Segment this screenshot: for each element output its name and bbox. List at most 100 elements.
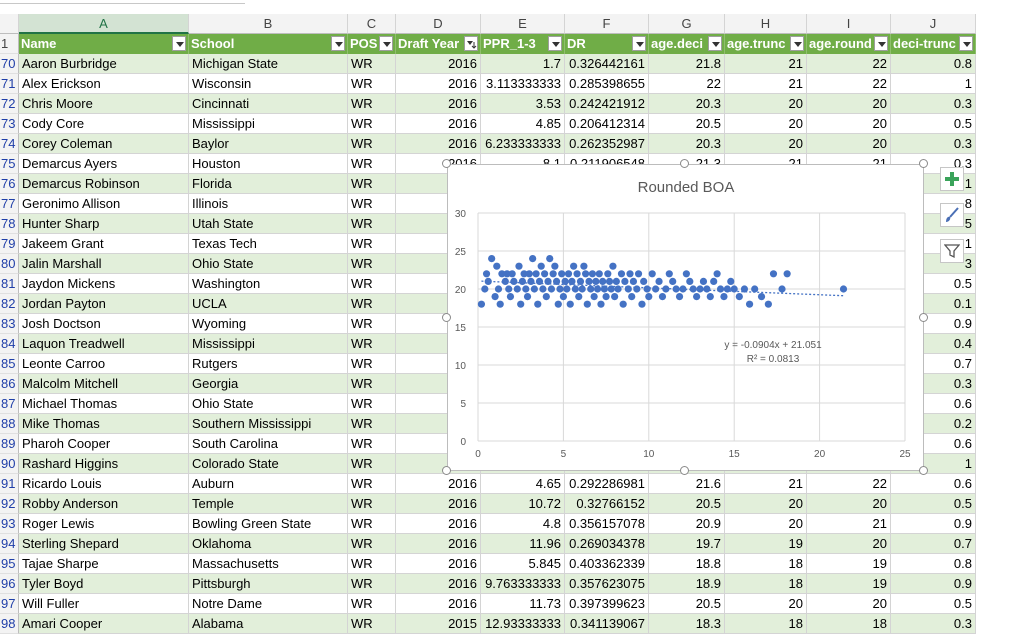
row-header[interactable]: 92: [0, 494, 19, 514]
table-cell-school[interactable]: Michigan State: [189, 54, 348, 74]
row-header[interactable]: 91: [0, 474, 19, 494]
filter-chart-button[interactable]: [940, 239, 964, 263]
row-header[interactable]: 84: [0, 334, 19, 354]
table-cell-pos[interactable]: WR: [348, 574, 396, 594]
data-point[interactable]: [740, 285, 749, 293]
row-header[interactable]: 78: [0, 214, 19, 234]
table-header-cell[interactable]: age.round: [807, 34, 891, 54]
data-point[interactable]: [590, 293, 598, 301]
data-point[interactable]: [583, 300, 591, 308]
data-point[interactable]: [537, 262, 545, 270]
column-header-b[interactable]: B: [189, 14, 348, 34]
table-cell-pos[interactable]: WR: [348, 354, 396, 374]
table-cell-year[interactable]: 2016: [396, 94, 481, 114]
row-header[interactable]: 70: [0, 54, 19, 74]
table-cell-name[interactable]: Pharoh Cooper: [19, 434, 189, 454]
data-point[interactable]: [503, 270, 511, 278]
row-header[interactable]: 79: [0, 234, 19, 254]
table-cell-name[interactable]: Hunter Sharp: [19, 214, 189, 234]
table-cell-school[interactable]: Colorado State: [189, 454, 348, 474]
table-cell-pos[interactable]: WR: [348, 254, 396, 274]
table-cell-year[interactable]: 2015: [396, 614, 481, 634]
data-point[interactable]: [710, 277, 718, 285]
row-header[interactable]: 83: [0, 314, 19, 334]
table-cell-pos[interactable]: WR: [348, 414, 396, 434]
data-point[interactable]: [491, 293, 499, 301]
table-cell-trunc[interactable]: 18: [725, 554, 807, 574]
table-cell-ppr[interactable]: 4.85: [481, 114, 565, 134]
row-header[interactable]: 71: [0, 74, 19, 94]
table-cell-school[interactable]: Houston: [189, 154, 348, 174]
table-cell-deci[interactable]: 22: [649, 74, 725, 94]
table-cell-ppr[interactable]: 10.72: [481, 494, 565, 514]
table-cell-deci[interactable]: 18.3: [649, 614, 725, 634]
table-cell-pos[interactable]: WR: [348, 194, 396, 214]
table-cell-name[interactable]: Sterling Shepard: [19, 534, 189, 554]
filter-dropdown-button[interactable]: [708, 36, 722, 51]
table-cell-name[interactable]: Geronimo Allison: [19, 194, 189, 214]
data-point[interactable]: [484, 277, 492, 285]
data-point[interactable]: [559, 293, 567, 301]
table-cell-school[interactable]: Southern Mississippi: [189, 414, 348, 434]
table-cell-name[interactable]: Jakeem Grant: [19, 234, 189, 254]
table-cell-dr[interactable]: 0.341139067: [565, 614, 649, 634]
table-cell-round[interactable]: 20: [807, 94, 891, 114]
data-point[interactable]: [727, 277, 735, 285]
table-header-cell[interactable]: PPR_1-3: [481, 34, 565, 54]
data-point[interactable]: [645, 293, 653, 301]
table-cell-dt[interactable]: 0.7: [891, 534, 976, 554]
table-cell-deci[interactable]: 20.9: [649, 514, 725, 534]
table-cell-name[interactable]: Tyler Boyd: [19, 574, 189, 594]
data-point[interactable]: [505, 285, 513, 293]
data-point[interactable]: [570, 262, 578, 270]
table-cell-round[interactable]: 22: [807, 474, 891, 494]
table-cell-deci[interactable]: 20.3: [649, 134, 725, 154]
data-point[interactable]: [629, 277, 638, 285]
table-cell-year[interactable]: 2016: [396, 594, 481, 614]
table-cell-school[interactable]: UCLA: [189, 294, 348, 314]
table-cell-school[interactable]: Alabama: [189, 614, 348, 634]
data-point[interactable]: [735, 293, 743, 301]
table-cell-year[interactable]: 2016: [396, 554, 481, 574]
table-cell-deci[interactable]: 18.9: [649, 574, 725, 594]
data-point[interactable]: [556, 285, 564, 293]
data-point[interactable]: [575, 293, 583, 301]
table-cell-pos[interactable]: WR: [348, 474, 396, 494]
brush-chart-button[interactable]: [940, 203, 964, 227]
data-point[interactable]: [672, 285, 680, 293]
data-point[interactable]: [539, 285, 547, 293]
table-cell-dr[interactable]: 0.403362339: [565, 554, 649, 574]
data-point[interactable]: [561, 277, 569, 285]
row-header[interactable]: 85: [0, 354, 19, 374]
row-header[interactable]: 72: [0, 94, 19, 114]
filter-dropdown-button[interactable]: [790, 36, 804, 51]
data-point[interactable]: [595, 270, 603, 278]
table-cell-name[interactable]: Rashard Higgins: [19, 454, 189, 474]
data-point[interactable]: [576, 277, 585, 285]
table-cell-year[interactable]: 2016: [396, 114, 481, 134]
table-cell-dt[interactable]: 0.5: [891, 494, 976, 514]
data-point[interactable]: [612, 277, 620, 285]
data-point[interactable]: [498, 270, 506, 278]
table-cell-dr[interactable]: 0.262352987: [565, 134, 649, 154]
table-cell-pos[interactable]: WR: [348, 514, 396, 534]
data-point[interactable]: [617, 270, 626, 278]
table-cell-year[interactable]: 2016: [396, 514, 481, 534]
table-cell-round[interactable]: 22: [807, 54, 891, 74]
table-cell-school[interactable]: Auburn: [189, 474, 348, 494]
data-point[interactable]: [571, 285, 579, 293]
table-cell-ppr[interactable]: 11.73: [481, 594, 565, 614]
table-cell-name[interactable]: Chris Moore: [19, 94, 189, 114]
table-cell-school[interactable]: Ohio State: [189, 394, 348, 414]
data-point[interactable]: [607, 285, 615, 293]
data-point[interactable]: [529, 255, 537, 263]
filter-dropdown-button[interactable]: [874, 36, 888, 51]
data-point[interactable]: [703, 285, 711, 293]
data-point[interactable]: [696, 285, 704, 293]
data-point[interactable]: [582, 270, 590, 278]
table-cell-year[interactable]: 2016: [396, 574, 481, 594]
table-cell-deci[interactable]: 18.8: [649, 554, 725, 574]
table-cell-dr[interactable]: 0.357623075: [565, 574, 649, 594]
table-cell-dr[interactable]: 0.397399623: [565, 594, 649, 614]
data-point[interactable]: [605, 277, 614, 285]
